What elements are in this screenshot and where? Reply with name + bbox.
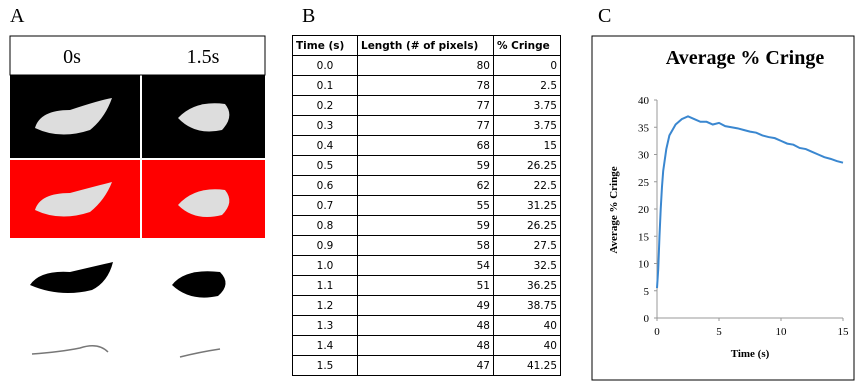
table-cell: 1.5	[293, 356, 358, 376]
table-cell: 31.25	[494, 196, 561, 216]
panel-label: A	[10, 5, 25, 27]
column-header: 1.5s	[187, 46, 220, 68]
table-cell: 77	[358, 96, 494, 116]
table-cell: 0.0	[293, 56, 358, 76]
table-cell: 27.5	[494, 236, 561, 256]
table-cell: 26.25	[494, 216, 561, 236]
table-cell: 0.5	[293, 156, 358, 176]
table-cell: 62	[358, 176, 494, 196]
page: A 0s 1.5s B C Average % Cringe Time (s) …	[0, 0, 857, 383]
table-cell: 68	[358, 136, 494, 156]
table-cell: % Cringe	[494, 36, 561, 56]
skeleton	[180, 349, 220, 357]
chart-title: Average % Cringe	[666, 47, 825, 69]
table-cell: 0.4	[293, 136, 358, 156]
column-header: 0s	[63, 46, 81, 68]
table-cell: 0.9	[293, 236, 358, 256]
x-tick-label: 10	[776, 326, 788, 338]
table-cell: 78	[358, 76, 494, 96]
table-cell: 1.3	[293, 316, 358, 336]
table-cell: 0.8	[293, 216, 358, 236]
table-cell: 48	[358, 316, 494, 336]
y-tick-label: 0	[644, 313, 650, 325]
x-axis-label: Time (s)	[731, 348, 770, 360]
table-cell: 0.7	[293, 196, 358, 216]
x-tick-label: 0	[654, 326, 660, 338]
mask	[30, 262, 113, 293]
table-cell: 48	[358, 336, 494, 356]
y-tick-label: 5	[644, 286, 650, 298]
table-cell: 0.1	[293, 76, 358, 96]
data-line	[657, 116, 843, 288]
table-cell: 55	[358, 196, 494, 216]
table-cell: 32.5	[494, 256, 561, 276]
table-cell: 1.1	[293, 276, 358, 296]
header-box	[10, 36, 265, 75]
table-cell: 1.2	[293, 296, 358, 316]
table-cell: 77	[358, 116, 494, 136]
table-cell: 0.3	[293, 116, 358, 136]
table-cell: 26.25	[494, 156, 561, 176]
table-cell: 58	[358, 236, 494, 256]
panel-label: B	[302, 5, 315, 27]
table-cell: 3.75	[494, 116, 561, 136]
table-cell: Time (s)	[293, 36, 358, 56]
table-cell: 3.75	[494, 96, 561, 116]
table-cell: 40	[494, 316, 561, 336]
table-cell: 40	[494, 336, 561, 356]
table-row: Time (s)Length (# of pixels)% Cringe	[293, 36, 561, 56]
table-cell: 0.2	[293, 96, 358, 116]
y-tick-label: 20	[638, 204, 650, 216]
table-cell: 0	[494, 56, 561, 76]
panel-label: C	[598, 5, 611, 27]
table-cell: 51	[358, 276, 494, 296]
table-cell: 80	[358, 56, 494, 76]
x-tick-label: 5	[716, 326, 722, 338]
y-tick-label: 35	[638, 122, 650, 134]
chart-frame	[592, 36, 854, 380]
y-axis-label: Average % Cringe	[608, 166, 620, 253]
table-cell: 59	[358, 156, 494, 176]
y-tick-label: 10	[638, 259, 650, 271]
table-cell: 47	[358, 356, 494, 376]
skeleton	[32, 346, 108, 354]
table-cell: 54	[358, 256, 494, 276]
y-tick-label: 25	[638, 177, 650, 189]
table-cell: 36.25	[494, 276, 561, 296]
table-cell: 41.25	[494, 356, 561, 376]
mask	[172, 271, 226, 297]
y-tick-label: 30	[638, 150, 650, 162]
table-cell: Length (# of pixels)	[358, 36, 494, 56]
y-tick-label: 40	[638, 95, 650, 107]
table-cell: 15	[494, 136, 561, 156]
table-cell: 22.5	[494, 176, 561, 196]
table-cell: 59	[358, 216, 494, 236]
table-cell: 2.5	[494, 76, 561, 96]
table-cell: 38.75	[494, 296, 561, 316]
table-cell: 49	[358, 296, 494, 316]
x-tick-label: 15	[838, 326, 850, 338]
y-tick-label: 15	[638, 231, 650, 243]
table-cell: 1.4	[293, 336, 358, 356]
table-cell: 1.0	[293, 256, 358, 276]
table-cell: 0.6	[293, 176, 358, 196]
